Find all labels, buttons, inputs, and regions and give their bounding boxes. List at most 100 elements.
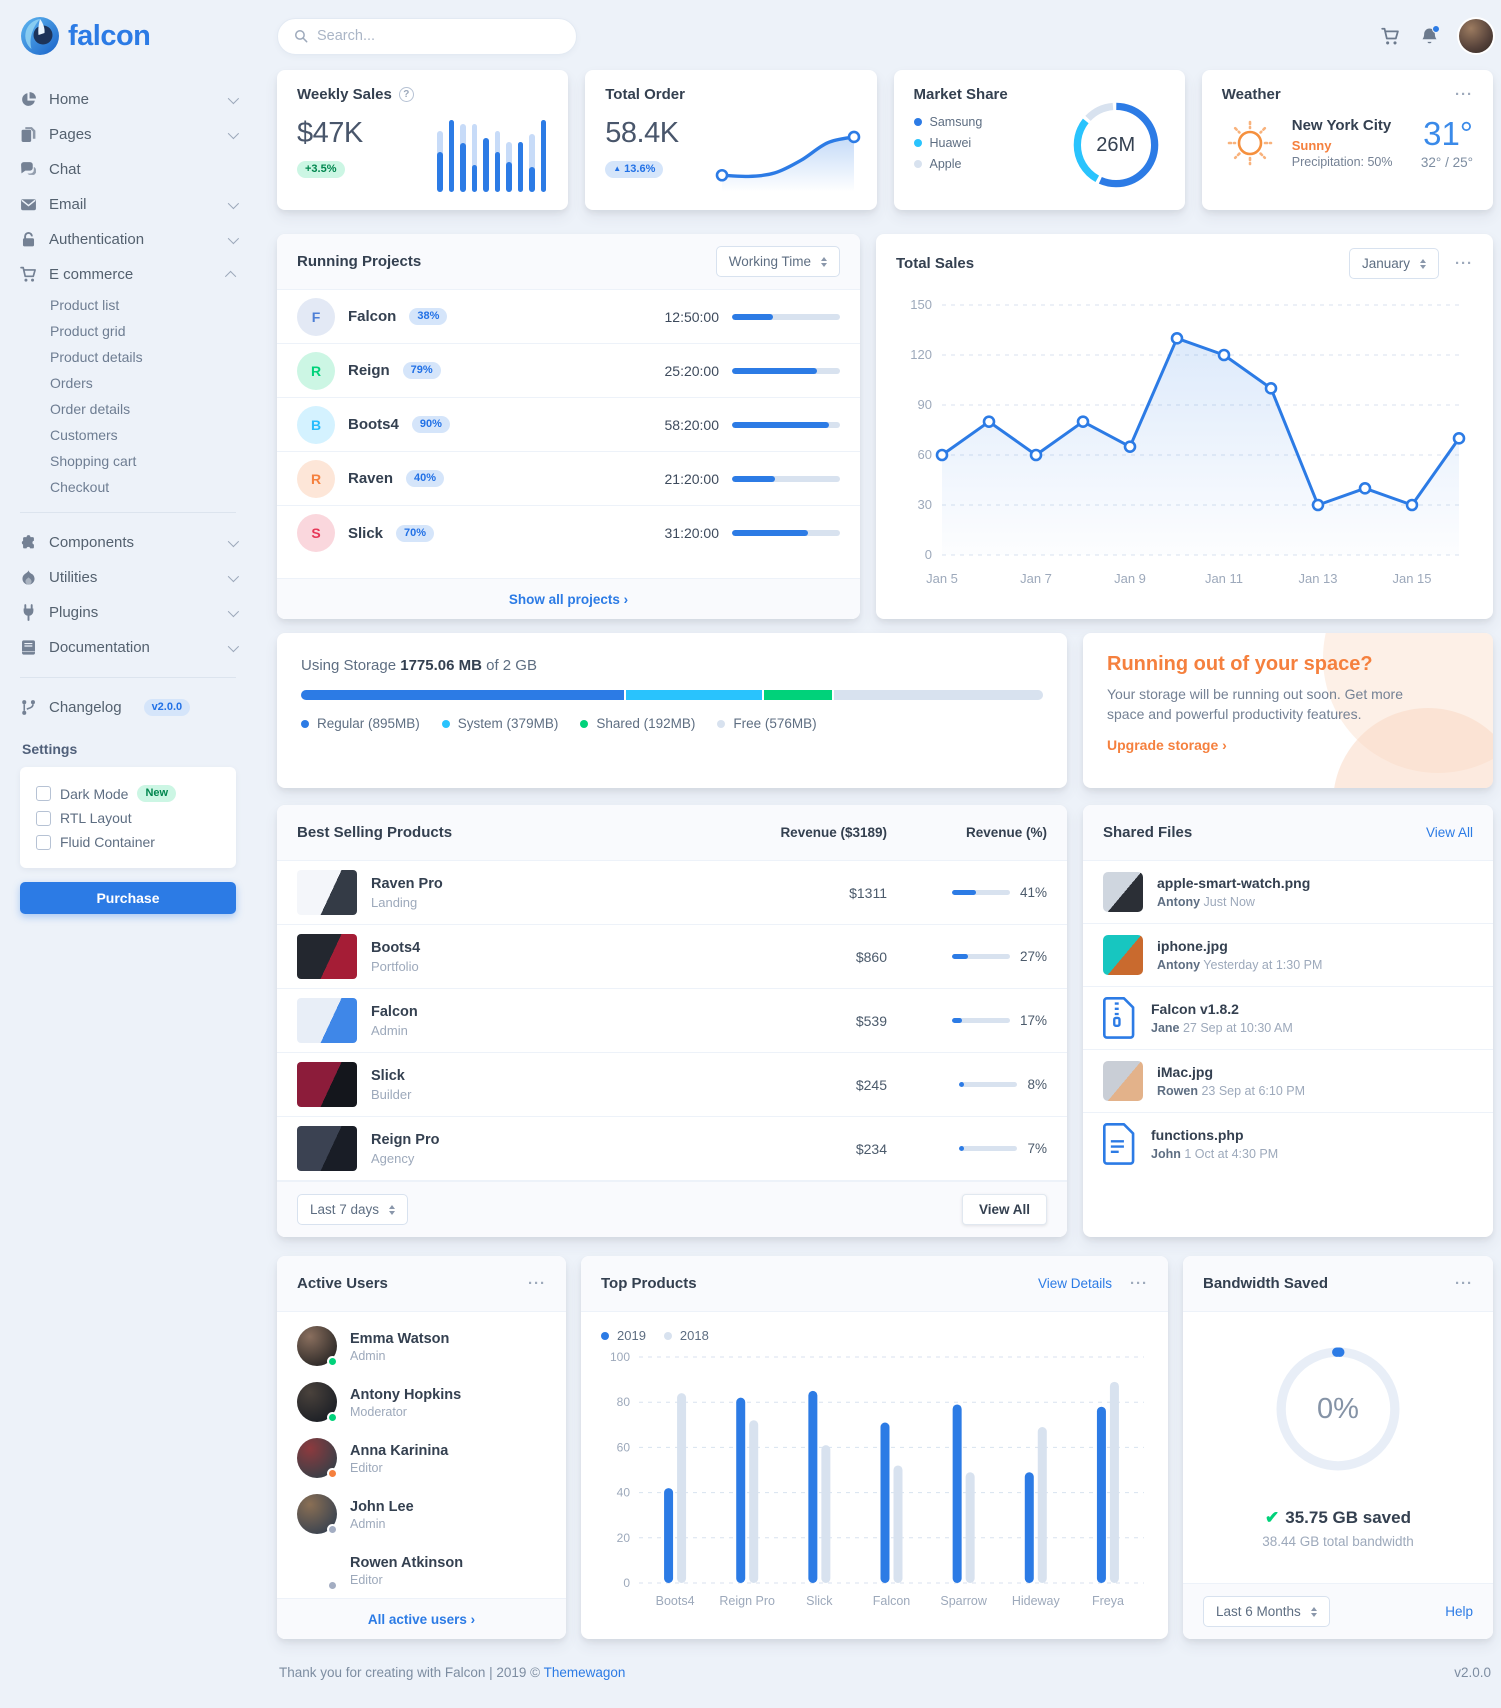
product-name-link[interactable]: Raven Pro bbox=[371, 876, 443, 892]
user-avatar[interactable] bbox=[297, 1494, 338, 1535]
weather-info: New York City Sunny Precipitation: 50% bbox=[1292, 117, 1393, 169]
ellipsis-menu-icon[interactable]: ··· bbox=[528, 1275, 546, 1292]
sidebar-subitem-product-grid[interactable]: Product grid bbox=[50, 323, 126, 339]
month-select[interactable]: January bbox=[1348, 248, 1439, 279]
checkbox-icon[interactable] bbox=[36, 834, 51, 850]
product-name-link[interactable]: Boots4 bbox=[371, 940, 421, 956]
user-avatar[interactable] bbox=[297, 1438, 338, 1479]
sidebar-item-changelog[interactable]: Changelog v2.0.0 bbox=[20, 690, 236, 725]
product-category: Builder bbox=[371, 1087, 412, 1102]
search-box[interactable] bbox=[277, 17, 577, 55]
notification-dot bbox=[1432, 24, 1440, 33]
file-thumbnail bbox=[1103, 935, 1143, 975]
storage-segment-shared bbox=[763, 690, 834, 700]
file-name-link[interactable]: iMac.jpg bbox=[1157, 1064, 1214, 1080]
user-name-link[interactable]: Antony Hopkins bbox=[350, 1386, 462, 1403]
sidebar-item-components[interactable]: Components bbox=[20, 525, 240, 560]
working-time-select[interactable]: Working Time bbox=[715, 246, 840, 277]
view-details-link[interactable]: View Details bbox=[1037, 1276, 1112, 1291]
checkbox-icon[interactable] bbox=[36, 786, 51, 801]
file-name-link[interactable]: iphone.jpg bbox=[1157, 938, 1228, 954]
legend-label: Regular (895MB) bbox=[317, 716, 420, 731]
ellipsis-menu-icon[interactable]: ··· bbox=[1455, 1275, 1473, 1292]
user-name-link[interactable]: Rowen Atkinson bbox=[350, 1554, 464, 1571]
file-name-link[interactable]: functions.php bbox=[1151, 1127, 1244, 1143]
ellipsis-menu-icon[interactable]: ··· bbox=[1455, 86, 1473, 103]
sidebar-subitem-product-details[interactable]: Product details bbox=[50, 349, 143, 365]
active-users-card: Active Users ··· Emma Watson Admin Antony … bbox=[277, 1256, 566, 1639]
notifications-bell-icon[interactable] bbox=[1420, 24, 1440, 46]
search-input[interactable] bbox=[317, 28, 560, 44]
running-projects-list: F Falcon 38% 12:50:00 R Reign 79% 25:20:00 B Boot… bbox=[277, 290, 860, 560]
user-avatar[interactable] bbox=[1459, 19, 1493, 53]
user-avatar[interactable] bbox=[297, 1326, 338, 1367]
sidebar-item-documentation[interactable]: Documentation bbox=[20, 630, 240, 665]
project-name-link[interactable]: Raven bbox=[348, 470, 394, 487]
file-meta: Jane 27 Sep at 10:30 AM bbox=[1151, 1021, 1293, 1035]
product-thumbnail bbox=[297, 1126, 357, 1171]
user-avatar[interactable] bbox=[297, 1382, 338, 1423]
progress-fill bbox=[732, 313, 774, 320]
sidebar-subitem-order-details[interactable]: Order details bbox=[50, 401, 131, 417]
total-order-spark-chart bbox=[715, 130, 860, 192]
setting-rtl-layout[interactable]: RTL Layout bbox=[36, 806, 220, 830]
nav-divider bbox=[20, 512, 236, 513]
help-icon[interactable]: ? bbox=[398, 87, 414, 102]
sidebar-item-plugins[interactable]: Plugins bbox=[20, 595, 240, 630]
product-name-link[interactable]: Falcon bbox=[371, 1004, 418, 1020]
last-6-months-select[interactable]: Last 6 Months bbox=[1203, 1596, 1330, 1627]
sidebar-item-utilities[interactable]: Utilities bbox=[20, 560, 240, 595]
file-name-link[interactable]: Falcon v1.8.2 bbox=[1151, 1001, 1239, 1017]
ellipsis-menu-icon[interactable]: ··· bbox=[1455, 255, 1473, 272]
upgrade-storage-link[interactable]: Upgrade storage bbox=[1107, 737, 1227, 753]
sidebar-item-label: E commerce bbox=[49, 266, 134, 283]
view-all-button[interactable]: View All bbox=[961, 1194, 1047, 1225]
project-name-link[interactable]: Falcon bbox=[348, 308, 397, 325]
svg-text:Jan 11: Jan 11 bbox=[1205, 571, 1243, 586]
sidebar-item-email[interactable]: Email bbox=[20, 187, 240, 222]
legend-item-samsung: Samsung bbox=[913, 115, 1165, 129]
sidebar-item-e-commerce[interactable]: E commerce bbox=[20, 257, 237, 292]
themewagon-link[interactable]: Themewagon bbox=[543, 1665, 626, 1680]
file-owner: John bbox=[1151, 1147, 1181, 1161]
sidebar-item-pages[interactable]: Pages bbox=[20, 117, 240, 152]
user-name-link[interactable]: Anna Karinina bbox=[350, 1442, 449, 1459]
sidebar-subitem-orders[interactable]: Orders bbox=[50, 375, 93, 391]
purchase-button[interactable]: Purchase bbox=[20, 882, 236, 914]
last-7-days-select[interactable]: Last 7 days bbox=[297, 1194, 409, 1225]
product-name-link[interactable]: Reign Pro bbox=[371, 1132, 440, 1148]
sidebar-item-authentication[interactable]: Authentication bbox=[20, 222, 240, 257]
all-active-users-link[interactable]: All active users bbox=[368, 1612, 475, 1627]
project-name-link[interactable]: Boots4 bbox=[348, 416, 399, 433]
bandwidth-total-text: 38.44 GB total bandwidth bbox=[1262, 1534, 1414, 1549]
user-avatar[interactable] bbox=[297, 1550, 338, 1591]
checkbox-icon[interactable] bbox=[36, 810, 51, 826]
total-sales-card: Total Sales January ··· 0 30 60 90 120 150 Jan… bbox=[876, 234, 1493, 619]
sidebar-subitem-checkout[interactable]: Checkout bbox=[50, 479, 110, 495]
file-name-link[interactable]: apple-smart-watch.png bbox=[1157, 875, 1311, 891]
shopping-cart-icon[interactable] bbox=[1381, 27, 1400, 46]
project-name-link[interactable]: Reign bbox=[348, 362, 390, 379]
user-name-link[interactable]: Emma Watson bbox=[350, 1330, 450, 1347]
ellipsis-menu-icon[interactable]: ··· bbox=[1130, 1275, 1148, 1292]
view-all-files-link[interactable]: View All bbox=[1425, 825, 1473, 840]
chevron-up-icon bbox=[224, 270, 237, 282]
best-selling-row-slick: Slick Builder $245 8% bbox=[277, 1053, 1067, 1117]
sidebar-item-chat[interactable]: Chat bbox=[20, 152, 236, 187]
svg-text:Slick: Slick bbox=[806, 1594, 833, 1608]
show-all-projects-link[interactable]: Show all projects bbox=[509, 592, 628, 607]
user-role: Admin bbox=[350, 1516, 386, 1531]
user-name-link[interactable]: John Lee bbox=[350, 1498, 414, 1515]
setting-dark-mode[interactable]: Dark Mode New bbox=[36, 781, 220, 806]
setting-fluid-container[interactable]: Fluid Container bbox=[36, 830, 220, 854]
sidebar-item-home[interactable]: Home bbox=[20, 82, 240, 117]
help-link[interactable]: Help bbox=[1445, 1604, 1473, 1619]
sidebar-subitem-customers[interactable]: Customers bbox=[50, 427, 118, 443]
file-text: iphone.jpg Antony Yesterday at 1:30 PM bbox=[1157, 938, 1322, 972]
product-name-link[interactable]: Slick bbox=[371, 1068, 405, 1084]
sidebar-subitem-product-list[interactable]: Product list bbox=[50, 297, 120, 313]
sidebar-subitem-shopping-cart[interactable]: Shopping cart bbox=[50, 453, 137, 469]
project-name-link[interactable]: Slick bbox=[348, 524, 384, 542]
brand-logo[interactable]: falcon bbox=[20, 16, 236, 56]
progress-fill bbox=[951, 1018, 962, 1023]
